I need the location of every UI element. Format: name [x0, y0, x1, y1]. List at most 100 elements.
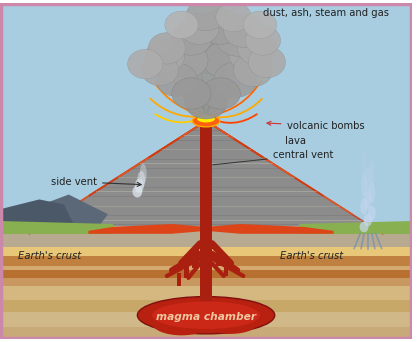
Bar — [0, 63, 412, 67]
Bar — [0, 56, 412, 60]
Bar — [0, 247, 412, 260]
Ellipse shape — [203, 41, 248, 79]
Text: side vent: side vent — [51, 177, 141, 187]
Bar — [0, 70, 412, 74]
Ellipse shape — [186, 0, 226, 31]
Bar — [0, 30, 412, 35]
Bar — [0, 218, 412, 222]
Ellipse shape — [184, 84, 228, 119]
Text: Earth's crust: Earth's crust — [18, 251, 81, 261]
Bar — [0, 99, 412, 103]
Text: magma chamber: magma chamber — [156, 312, 256, 322]
Bar — [0, 229, 412, 247]
Ellipse shape — [365, 190, 371, 209]
Bar — [0, 23, 412, 27]
Ellipse shape — [248, 47, 286, 78]
Bar — [0, 120, 412, 124]
Ellipse shape — [370, 159, 374, 185]
Bar — [0, 95, 412, 100]
Bar — [0, 149, 412, 153]
Ellipse shape — [362, 151, 366, 179]
Ellipse shape — [190, 21, 237, 60]
Bar — [0, 139, 412, 143]
Ellipse shape — [165, 11, 198, 39]
Bar — [0, 226, 412, 234]
Ellipse shape — [237, 32, 277, 65]
Ellipse shape — [214, 62, 257, 97]
Bar — [0, 270, 412, 278]
Bar — [0, 203, 412, 207]
Polygon shape — [0, 199, 79, 234]
Bar — [0, 156, 412, 160]
Bar — [0, 273, 412, 286]
Bar — [0, 84, 412, 89]
Bar — [0, 45, 412, 49]
Bar — [0, 185, 412, 189]
Bar — [0, 52, 412, 56]
Text: Earth's crust: Earth's crust — [280, 251, 343, 261]
Ellipse shape — [152, 311, 211, 336]
Bar — [0, 163, 412, 168]
Polygon shape — [0, 195, 108, 234]
Bar — [0, 312, 412, 327]
Bar — [0, 189, 412, 193]
Text: lava: lava — [284, 135, 305, 146]
Bar — [0, 113, 412, 117]
Bar — [0, 200, 412, 204]
Ellipse shape — [368, 206, 376, 221]
Bar — [216, 249, 222, 266]
Bar — [224, 260, 228, 276]
Ellipse shape — [180, 13, 219, 44]
Bar — [0, 88, 412, 92]
Bar — [0, 193, 412, 197]
Bar — [0, 196, 412, 200]
Bar — [0, 92, 412, 96]
Bar — [0, 214, 412, 218]
Ellipse shape — [145, 40, 184, 73]
Polygon shape — [299, 221, 412, 234]
Bar — [0, 66, 412, 70]
Bar — [0, 210, 412, 214]
Bar — [0, 221, 412, 225]
Ellipse shape — [152, 302, 260, 329]
Bar — [192, 249, 199, 268]
Text: central vent: central vent — [213, 150, 333, 165]
Ellipse shape — [132, 186, 142, 197]
Bar — [0, 153, 412, 157]
Ellipse shape — [204, 312, 257, 334]
Ellipse shape — [128, 49, 163, 79]
Ellipse shape — [156, 63, 197, 96]
Ellipse shape — [224, 14, 263, 48]
Polygon shape — [29, 121, 383, 234]
Bar — [0, 74, 412, 78]
Bar — [0, 106, 412, 110]
Ellipse shape — [369, 182, 375, 203]
Ellipse shape — [165, 42, 208, 78]
Bar — [0, 167, 412, 171]
Bar — [0, 49, 412, 53]
Bar — [0, 110, 412, 114]
Bar — [0, 182, 412, 186]
Ellipse shape — [216, 2, 251, 32]
Bar — [0, 128, 412, 132]
Bar — [0, 59, 412, 63]
Bar — [0, 260, 412, 273]
Bar — [0, 207, 412, 211]
Ellipse shape — [140, 163, 147, 184]
Ellipse shape — [197, 116, 215, 122]
Ellipse shape — [234, 53, 273, 87]
Ellipse shape — [181, 31, 231, 74]
Bar — [0, 3, 412, 229]
Ellipse shape — [216, 21, 259, 56]
Bar — [0, 103, 412, 107]
Ellipse shape — [361, 174, 367, 197]
Ellipse shape — [148, 32, 186, 64]
Bar — [0, 160, 412, 164]
Bar — [0, 27, 412, 31]
Bar — [0, 38, 412, 42]
Bar — [0, 41, 412, 45]
Text: volcanic bombs: volcanic bombs — [267, 121, 364, 131]
Bar — [0, 77, 412, 81]
Ellipse shape — [172, 78, 211, 109]
Ellipse shape — [141, 54, 178, 86]
